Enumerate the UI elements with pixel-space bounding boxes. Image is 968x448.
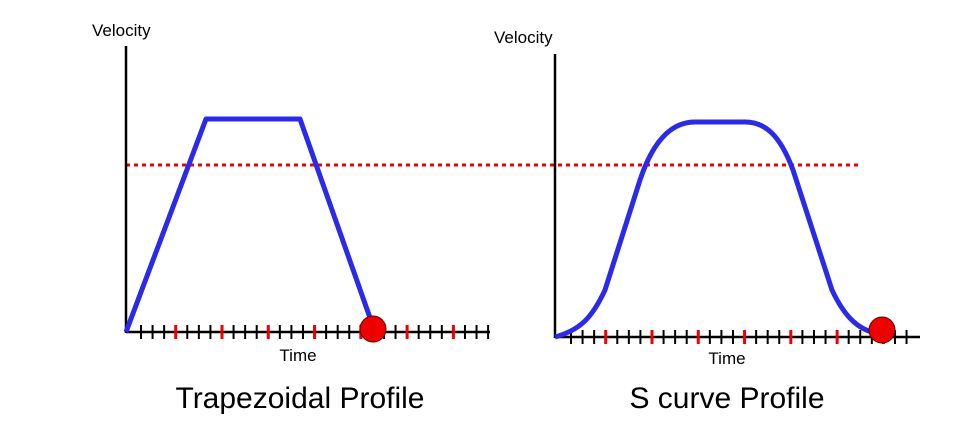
y-axis-label: Velocity [92, 21, 151, 40]
end-marker [359, 315, 387, 343]
end-marker [868, 316, 896, 344]
x-axis-label: Time [279, 346, 316, 365]
x-axis-label: Time [708, 349, 745, 368]
profile-title: Trapezoidal Profile [175, 382, 424, 415]
tick-group [570, 330, 908, 344]
profile-title: S curve Profile [629, 382, 824, 415]
y-axis-label: Velocity [494, 28, 553, 47]
trapezoidal-panel: Velocity Time Trapezoidal Profile [92, 21, 490, 415]
velocity-curve [554, 119, 883, 340]
velocity-curve [123, 116, 378, 333]
s-curve-panel: Velocity Time S curve Profile [494, 28, 920, 415]
